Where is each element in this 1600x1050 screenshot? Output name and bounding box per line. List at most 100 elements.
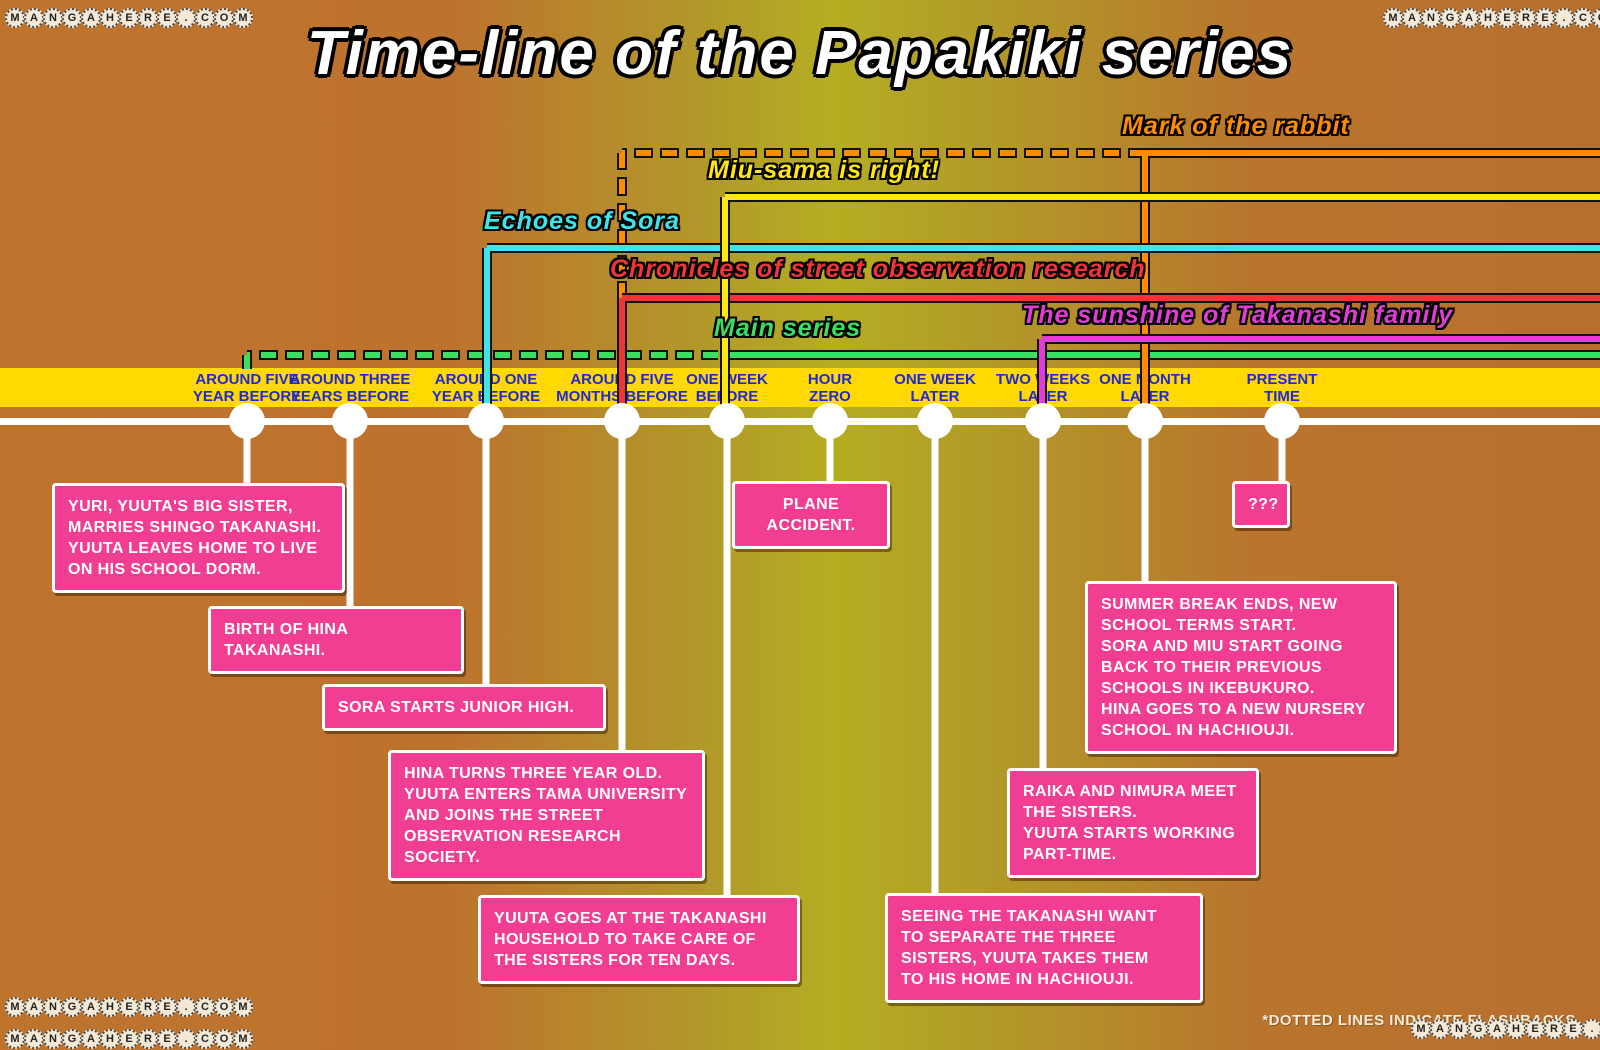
watermark-letter-badge: N: [43, 997, 63, 1017]
timeline-node-6: [917, 403, 953, 439]
watermark-letter-badge: .: [176, 8, 196, 28]
event-stem-7: [1039, 421, 1047, 768]
watermark-letter-badge: A: [1459, 8, 1479, 28]
watermark-letter-badge: C: [195, 997, 215, 1017]
series-label-chronicles: Chronicles of street observation researc…: [610, 255, 1146, 283]
event-stem-3: [618, 421, 626, 750]
tick-label-0: AROUND FIVE YEAR BEFORE: [192, 371, 302, 405]
tick-label-3: AROUND FIVE MONTHS BEFORE: [556, 371, 688, 405]
watermark-letter-badge: N: [43, 8, 63, 28]
watermark-letter-badge: N: [43, 1029, 63, 1049]
series-label-sunshine: The sunshine of Takanashi family: [1022, 301, 1454, 329]
timeline-node-8: [1127, 403, 1163, 439]
event-box-6: SEEING THE TAKANASHI WANT TO SEPARATE TH…: [885, 893, 1203, 1003]
event-box-1: BIRTH OF HINA TAKANASHI.: [208, 606, 464, 674]
watermark-letter-badge: .: [176, 1029, 196, 1049]
event-stem-8: [1141, 421, 1149, 581]
timeline-node-3: [604, 403, 640, 439]
series-label-echoes-of-sora: Echoes of Sora: [484, 207, 680, 235]
watermark-letter-badge: G: [1468, 1019, 1488, 1039]
tick-label-6: ONE WEEK LATER: [894, 371, 976, 405]
tick-label-2: AROUND ONE YEAR BEFORE: [431, 371, 541, 405]
timeline-axis: [0, 418, 1600, 425]
watermark-letter-badge: M: [5, 1029, 25, 1049]
watermark-letter-badge: R: [1516, 8, 1536, 28]
watermark-letter-badge: A: [81, 8, 101, 28]
tick-label-9: PRESENT TIME: [1246, 371, 1318, 405]
watermark-letter-badge: C: [195, 1029, 215, 1049]
watermark-letter-badge: E: [119, 8, 139, 28]
watermark-letter-badge: M: [233, 8, 253, 28]
watermark-letter-badge: G: [62, 8, 82, 28]
tick-label-4: ONE WEEK BEFORE: [686, 371, 768, 405]
watermark-letter-badge: O: [214, 997, 234, 1017]
watermark-letter-badge: H: [100, 8, 120, 28]
watermark-letter-badge: R: [138, 8, 158, 28]
event-stem-0: [243, 421, 251, 483]
series-label-miu-sama: Miu-sama is right!: [708, 156, 940, 184]
watermark-letter-badge: E: [1563, 1019, 1583, 1039]
watermark-letter-badge: A: [1402, 8, 1422, 28]
event-stem-5: [826, 421, 834, 481]
event-box-4: YUUTA GOES AT THE TAKANASHI HOUSEHOLD TO…: [478, 895, 800, 984]
watermark-letter-badge: E: [157, 1029, 177, 1049]
event-stem-4: [723, 421, 731, 895]
timeline-node-7: [1025, 403, 1061, 439]
event-stem-2: [482, 421, 490, 684]
watermark-letter-badge: C: [1573, 8, 1593, 28]
watermark-letter-badge: N: [1421, 8, 1441, 28]
watermark-letter-badge: M: [5, 997, 25, 1017]
timeline-node-9: [1264, 403, 1300, 439]
watermark-letter-badge: M: [233, 1029, 253, 1049]
watermark-letter-badge: H: [100, 1029, 120, 1049]
event-box-9: ???: [1232, 481, 1290, 528]
watermark-letter-badge: A: [24, 8, 44, 28]
tick-label-8: ONE MONTH LATER: [1099, 371, 1191, 405]
watermark-letter-badge: .: [1554, 8, 1574, 28]
watermark-letter-badge: O: [214, 1029, 234, 1049]
timeline-node-1: [332, 403, 368, 439]
watermark-letter-badge: O: [214, 8, 234, 28]
watermark-letter-badge: A: [1430, 1019, 1450, 1039]
timeline-node-2: [468, 403, 504, 439]
watermark-letter-badge: G: [1440, 8, 1460, 28]
tick-label-7: TWO WEEKS LATER: [995, 371, 1091, 405]
timeline-node-5: [812, 403, 848, 439]
watermark-letter-badge: E: [157, 8, 177, 28]
page-title: Time-line of the Papakiki series: [306, 19, 1294, 88]
watermark-letter-badge: A: [81, 997, 101, 1017]
watermark-letter-badge: H: [100, 997, 120, 1017]
watermark-letter-badge: M: [1383, 8, 1403, 28]
event-box-3: HINA TURNS THREE YEAR OLD. YUUTA ENTERS …: [388, 750, 705, 881]
watermark-letter-badge: C: [195, 8, 215, 28]
series-line-main-series: [242, 350, 1600, 369]
watermark-letter-badge: .: [1582, 1019, 1600, 1039]
watermark-letter-badge: A: [24, 1029, 44, 1049]
tick-label-5: HOUR ZERO: [807, 371, 853, 405]
watermark-letter-badge: R: [1544, 1019, 1564, 1039]
watermark-letter-badge: E: [1535, 8, 1555, 28]
event-box-0: YURI, YUUTA'S BIG SISTER, MARRIES SHINGO…: [52, 483, 345, 593]
watermark-letter-badge: O: [1592, 8, 1600, 28]
watermark-letter-badge: R: [138, 997, 158, 1017]
event-box-2: SORA STARTS JUNIOR HIGH.: [322, 684, 606, 731]
event-box-8: SUMMER BREAK ENDS, NEW SCHOOL TERMS STAR…: [1085, 581, 1397, 754]
tick-label-1: AROUND THREE YEARS BEFORE: [289, 371, 411, 405]
timeline-bar: [0, 368, 1600, 407]
watermark-letter-badge: E: [119, 997, 139, 1017]
series-label-main-series: Main series: [714, 314, 862, 342]
watermark-letter-badge: H: [1478, 8, 1498, 28]
watermark-letter-badge: G: [62, 1029, 82, 1049]
watermark-letter-badge: H: [1506, 1019, 1526, 1039]
watermark-letter-badge: E: [1497, 8, 1517, 28]
watermark-letter-badge: M: [5, 8, 25, 28]
watermark-letter-badge: E: [1525, 1019, 1545, 1039]
watermark-letter-badge: .: [176, 997, 196, 1017]
watermark-letter-badge: M: [233, 997, 253, 1017]
